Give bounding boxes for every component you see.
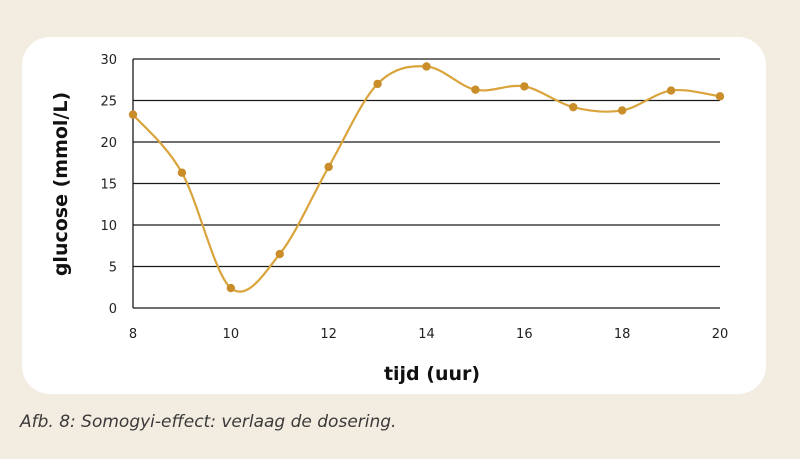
glucose-chart: 0 5 10 15 20 25 30 8 10 12 14 16 18 20 glucose (mmol…: [50, 53, 728, 385]
x-tick-label: 18: [614, 327, 631, 342]
data-point-17: [569, 102, 578, 112]
y-tick-label: 0: [109, 302, 117, 317]
data-point-18: [617, 106, 627, 115]
data-point-15: [471, 85, 480, 94]
x-axis-label: tijd (uur): [384, 363, 480, 385]
data-point-12: [324, 162, 333, 172]
x-tick-label: 8: [129, 327, 137, 342]
data-point-8: [128, 110, 138, 119]
data-point-19: [666, 86, 676, 95]
chart-panel: [22, 37, 766, 394]
x-tick-label: 16: [516, 327, 533, 342]
x-tick-label: 20: [712, 327, 729, 342]
x-tick-label: 10: [223, 327, 240, 342]
y-axis-label: glucose (mmol/L): [50, 92, 72, 276]
grid-lines: [133, 58, 720, 268]
y-tick-label: 15: [100, 178, 117, 193]
x-tick-labels: 8 10 12 14 16 18 20: [129, 327, 728, 342]
y-tick-label: 25: [100, 95, 117, 110]
series-line: [132, 65, 721, 293]
y-tick-label: 10: [100, 219, 117, 234]
data-point-13: [373, 79, 382, 89]
y-tick-labels: 0 5 10 15 20 25 30: [100, 53, 117, 317]
x-tick-label: 12: [320, 327, 337, 342]
y-tick-label: 5: [109, 261, 117, 276]
data-point-10: [226, 283, 236, 293]
y-tick-label: 30: [100, 53, 117, 68]
data-point-14: [422, 62, 431, 71]
y-tick-label: 20: [100, 136, 117, 151]
x-tick-label: 14: [418, 327, 435, 342]
series-glucose: [128, 62, 725, 293]
data-point-11: [275, 249, 284, 259]
data-point-9: [177, 168, 187, 177]
data-point-20: [715, 92, 725, 101]
data-point-16: [520, 82, 529, 91]
figure-caption: Afb. 8: Somogyi-effect: verlaag de doser…: [20, 412, 397, 432]
axes: [132, 59, 720, 309]
